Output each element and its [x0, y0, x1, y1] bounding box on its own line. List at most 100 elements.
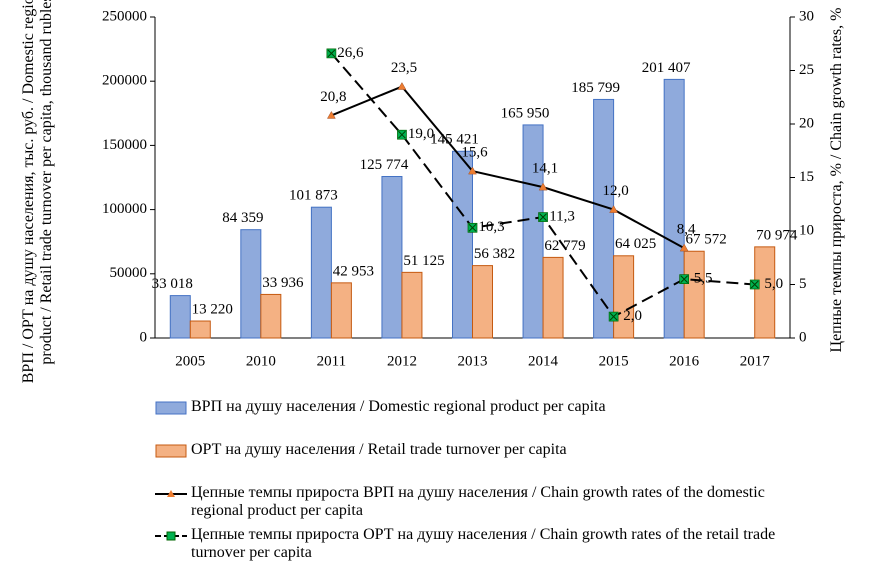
- bar: [522, 124, 544, 339]
- bar: [169, 295, 191, 339]
- x-tick-label: 2013: [458, 353, 488, 369]
- y2-tick-label: 10: [799, 222, 814, 238]
- y-tick-label: 250000: [102, 8, 147, 24]
- marker: [538, 212, 548, 222]
- bar-value-label: 125 774: [360, 157, 409, 173]
- bar: [663, 78, 685, 339]
- bar: [310, 206, 332, 339]
- legend-label: ОРТ на душу населения / Retail trade tur…: [191, 441, 567, 458]
- marker: [468, 166, 477, 175]
- marker: [608, 311, 619, 322]
- bar: [593, 98, 615, 339]
- bar-value-label: 42 953: [333, 263, 374, 279]
- swatch-marker: [167, 490, 175, 497]
- y2-tick-label: 20: [799, 115, 814, 131]
- marker: [326, 48, 337, 59]
- x-tick-label: 2010: [246, 353, 276, 369]
- swatch-marker: [166, 531, 176, 541]
- bar-value-label: 56 382: [474, 246, 515, 262]
- legend-item: Цепные темпы прироста ВРП на душу населе…: [155, 484, 805, 520]
- line-value-label: 8,4: [677, 222, 696, 238]
- marker: [679, 274, 690, 284]
- bar: [260, 293, 282, 339]
- bar: [472, 265, 493, 339]
- marker: [397, 82, 407, 90]
- y2-tick-label: 15: [799, 169, 814, 185]
- marker: [609, 205, 619, 213]
- bar-value-label: 33 018: [152, 276, 193, 292]
- legend-item: ОРТ на душу населения / Retail trade tur…: [155, 441, 805, 459]
- bar-value-label: 165 950: [501, 105, 550, 121]
- y2-tick-label: 0: [799, 329, 807, 345]
- x-tick-label: 2012: [387, 353, 417, 369]
- line-value-label: 5,0: [764, 276, 783, 292]
- line: [331, 85, 685, 249]
- marker-cross: [750, 280, 759, 289]
- bar-value-label: 84 359: [222, 210, 263, 226]
- bar: [401, 271, 423, 339]
- y-tick-label: 0: [140, 329, 148, 345]
- y2-tick-label: 5: [799, 276, 807, 292]
- line-value-label: 11,3: [549, 209, 575, 225]
- legend-swatch: [155, 531, 187, 541]
- line-value-label: 23,5: [391, 60, 417, 76]
- legend-label: Цепные темпы прироста ВРП на душу населе…: [191, 484, 765, 519]
- bar: [452, 150, 473, 339]
- legend-label: ВРП на душу населения / Domestic regiona…: [191, 398, 606, 415]
- bar: [683, 250, 705, 339]
- line-value-label: 10,3: [478, 219, 504, 235]
- legend-label: Цепные темпы прироста ОРТ на душу населе…: [191, 526, 776, 561]
- legend: ВРП на душу населения / Domestic regiona…: [155, 398, 805, 568]
- y2-tick-label: 25: [799, 62, 814, 78]
- line-value-label: 14,1: [532, 161, 558, 177]
- line-value-label: 19,0: [408, 126, 434, 142]
- bar: [542, 256, 564, 339]
- marker-cross: [680, 275, 689, 284]
- bar: [613, 255, 635, 339]
- x-tick-label: 2016: [669, 353, 700, 369]
- marker: [538, 182, 548, 191]
- marker-cross: [398, 130, 406, 139]
- line-value-label: 15,6: [461, 145, 488, 161]
- line-value-label: 5,5: [694, 271, 713, 287]
- legend-swatch: [155, 401, 187, 415]
- marker: [326, 110, 336, 119]
- marker: [749, 279, 760, 290]
- legend-item: Цепные темпы прироста ОРТ на душу населе…: [155, 526, 805, 562]
- y-tick-label: 50000: [110, 265, 148, 281]
- y2-tick-label: 30: [799, 8, 814, 24]
- legend-swatch: [155, 490, 187, 497]
- line-value-label: 12,0: [602, 183, 628, 199]
- y-axis-title: ВРП / ОРТ на душу населения, тыс. руб. /…: [20, 0, 55, 384]
- bar-value-label: 67 572: [686, 232, 727, 248]
- x-tick-label: 2005: [175, 353, 205, 369]
- bar-value-label: 33 936: [262, 275, 304, 291]
- line-value-label: 26,6: [337, 45, 364, 61]
- bar-value-label: 70 974: [756, 227, 798, 243]
- y-tick-label: 150000: [102, 137, 147, 153]
- bar-value-label: 101 873: [289, 188, 338, 204]
- chart: 0 50000 100000 150000 200000 250000 0 5 10 15 20 25…: [102, 8, 814, 369]
- line-value-label: 2,0: [623, 308, 642, 324]
- swatch: [155, 401, 187, 415]
- bar: [240, 229, 262, 339]
- bar-value-label: 13 220: [192, 301, 233, 317]
- bar-value-label: 62 779: [544, 238, 585, 254]
- x-tick-label: 2015: [599, 353, 629, 369]
- marker-cross: [609, 312, 618, 321]
- legend-swatch: [155, 444, 187, 458]
- marker: [679, 243, 689, 252]
- bar: [189, 320, 211, 339]
- y2-axis-title: Цепные темпы прироста, % / Chain growth …: [828, 7, 845, 353]
- x-tick-label: 2011: [317, 353, 346, 369]
- line-value-label: 20,8: [320, 89, 346, 105]
- y-tick-label: 100000: [102, 201, 147, 217]
- bar: [754, 246, 776, 339]
- y-tick-label: 200000: [102, 73, 147, 89]
- bar-value-label: 185 799: [571, 80, 620, 96]
- bar-value-label: 51 125: [403, 253, 444, 269]
- bar: [381, 176, 403, 339]
- marker-cross: [539, 213, 547, 221]
- marker: [397, 129, 407, 140]
- marker: [467, 222, 478, 233]
